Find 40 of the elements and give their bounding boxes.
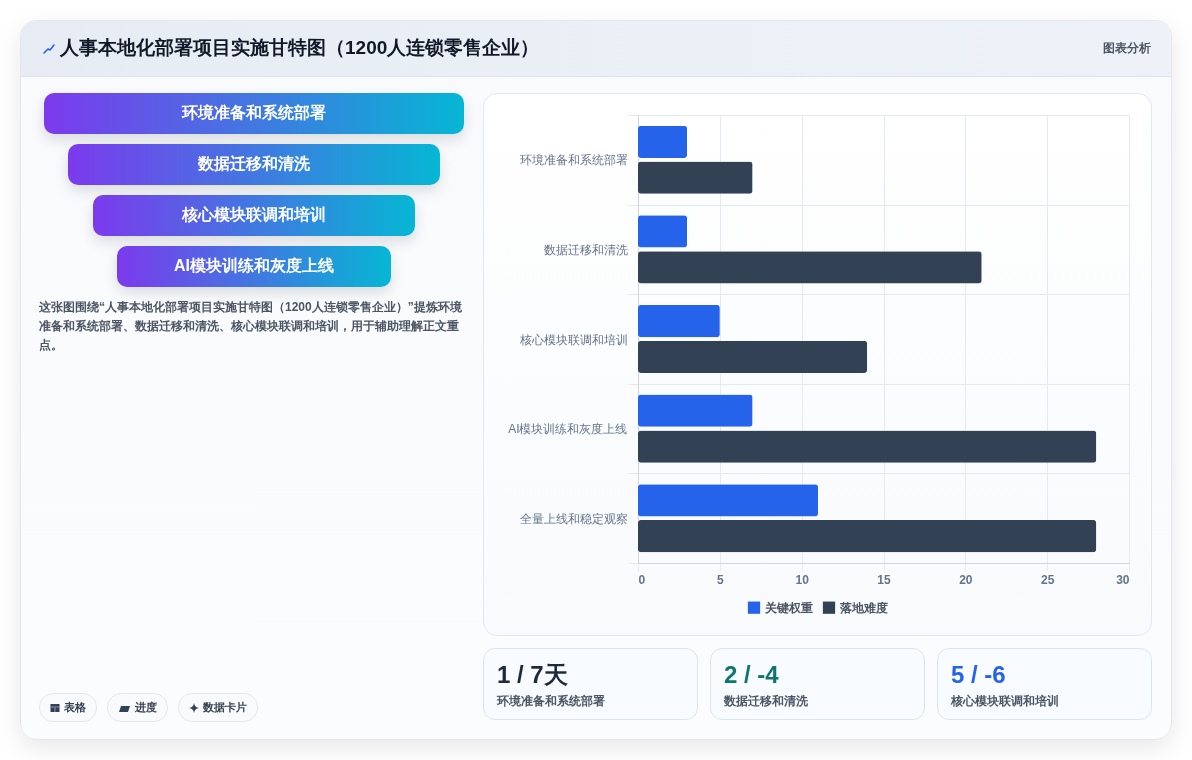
- bar: [638, 251, 982, 284]
- y-tick-label: 全量上线和稳定观察: [519, 511, 628, 526]
- category-label: 环境准备和系统部署: [182, 103, 326, 123]
- category-label: 数据迁移和清洗: [197, 154, 310, 174]
- text: 进度: [135, 700, 157, 715]
- x-tick-label: 15: [877, 572, 891, 587]
- bar: [638, 430, 1097, 463]
- category-label: 数据迁移和清洗: [724, 693, 808, 709]
- category-label: 环境准备和系统部署: [497, 693, 605, 709]
- y-tick-label: 环境准备和系统部署: [519, 153, 628, 168]
- x-tick-label: 5: [716, 572, 724, 587]
- x-tick-label: 25: [1040, 572, 1055, 587]
- text: 这张图围绕“人事本地化部署项目实施甘特图（1200人连锁零售企业）”提炼环境准备和系统部署、数据迁移和清洗、核心模块联调和培训，用于辅助理解正文重点。: [39, 299, 463, 354]
- x-tick-label: 30: [1116, 572, 1130, 587]
- text: 数据卡片: [203, 700, 247, 715]
- text: 图表分析: [1103, 40, 1151, 56]
- category-label: AI模块训练和灰度上线: [173, 256, 334, 276]
- bar: [638, 484, 819, 517]
- bar: [638, 215, 688, 248]
- text: 表格: [64, 700, 86, 715]
- x-tick-label: 10: [795, 572, 810, 587]
- bar: [638, 394, 753, 427]
- category-label: 核心模块联调和培训: [181, 205, 326, 225]
- y-tick-label: 核心模块联调和培训: [518, 332, 628, 347]
- legend-label: 落地难度: [838, 600, 888, 615]
- x-tick-label: 0: [638, 572, 646, 587]
- legend-label: 关键权重: [763, 600, 813, 615]
- bar: [638, 340, 868, 374]
- stat-card: 1 / 7天 环境准备和系统部署: [483, 648, 698, 720]
- text: 人事本地化部署项目实施甘特图（1200人连锁零售企业）: [60, 36, 540, 60]
- bar: [638, 161, 753, 194]
- bar: [638, 125, 688, 159]
- stat-card: 5 / -6 核心模块联调和培训: [937, 648, 1152, 720]
- bar: [638, 519, 1097, 553]
- y-tick-label: 数据迁移和清洗: [543, 242, 628, 257]
- category-label: 核心模块联调和培训: [951, 693, 1059, 709]
- bar: [638, 304, 720, 338]
- x-tick-label: 20: [959, 572, 973, 587]
- y-tick-label: AI模块训练和灰度上线: [508, 422, 628, 437]
- stat-card: 2 / -4 数据迁移和清洗: [710, 648, 925, 720]
